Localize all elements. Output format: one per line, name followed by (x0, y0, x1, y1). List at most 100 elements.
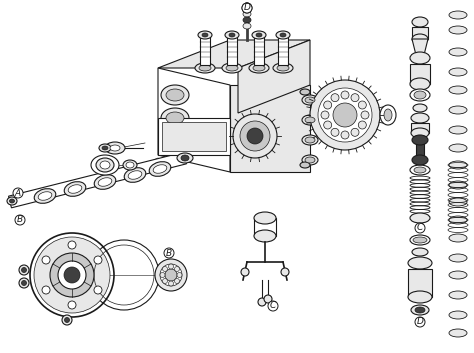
Circle shape (68, 241, 76, 249)
Ellipse shape (276, 31, 290, 39)
Ellipse shape (305, 137, 315, 143)
Ellipse shape (198, 31, 212, 39)
Ellipse shape (384, 109, 392, 121)
Ellipse shape (254, 230, 276, 242)
Ellipse shape (411, 128, 429, 138)
Circle shape (174, 279, 180, 283)
Circle shape (324, 121, 332, 129)
Ellipse shape (199, 65, 211, 71)
Circle shape (281, 268, 289, 276)
Ellipse shape (412, 135, 428, 145)
Ellipse shape (305, 157, 315, 163)
Ellipse shape (100, 161, 110, 169)
Bar (410, 64, 430, 84)
Ellipse shape (243, 17, 251, 23)
Circle shape (177, 273, 182, 277)
Circle shape (268, 301, 278, 311)
Ellipse shape (300, 89, 310, 95)
Ellipse shape (110, 145, 120, 151)
Polygon shape (412, 39, 428, 55)
Circle shape (168, 264, 173, 269)
Circle shape (341, 131, 349, 139)
Ellipse shape (166, 136, 184, 148)
Ellipse shape (166, 89, 184, 101)
Ellipse shape (410, 165, 430, 175)
Ellipse shape (264, 295, 272, 303)
Ellipse shape (225, 31, 239, 39)
Circle shape (64, 317, 70, 323)
Ellipse shape (105, 142, 125, 154)
Ellipse shape (449, 126, 467, 134)
Ellipse shape (38, 192, 52, 200)
Bar (200, 35, 210, 65)
Ellipse shape (94, 175, 116, 189)
Circle shape (34, 237, 110, 313)
Bar (412, 27, 428, 39)
Circle shape (19, 278, 29, 288)
Ellipse shape (96, 158, 114, 172)
Ellipse shape (408, 257, 432, 269)
Ellipse shape (7, 197, 17, 205)
Ellipse shape (413, 104, 427, 112)
Circle shape (321, 111, 329, 119)
Circle shape (15, 215, 25, 225)
Ellipse shape (302, 155, 318, 165)
Ellipse shape (449, 68, 467, 76)
Ellipse shape (161, 108, 189, 128)
Ellipse shape (410, 89, 430, 101)
Circle shape (341, 91, 349, 99)
Ellipse shape (410, 78, 430, 90)
Ellipse shape (300, 162, 310, 168)
Ellipse shape (252, 31, 266, 39)
Circle shape (168, 281, 173, 286)
Ellipse shape (411, 113, 429, 123)
Circle shape (21, 281, 27, 286)
Ellipse shape (449, 254, 467, 262)
Ellipse shape (68, 185, 82, 193)
Text: B: B (17, 215, 23, 225)
Circle shape (324, 101, 332, 109)
Ellipse shape (64, 182, 86, 196)
Bar (416, 140, 424, 160)
Ellipse shape (302, 95, 318, 105)
Ellipse shape (128, 171, 142, 179)
Polygon shape (158, 68, 230, 172)
Circle shape (94, 286, 102, 294)
Ellipse shape (302, 135, 318, 145)
Ellipse shape (449, 198, 467, 206)
Circle shape (331, 94, 339, 102)
Ellipse shape (243, 3, 251, 13)
Ellipse shape (412, 34, 428, 44)
Text: A: A (15, 189, 21, 197)
Ellipse shape (411, 305, 429, 315)
Ellipse shape (408, 291, 432, 303)
Polygon shape (238, 68, 310, 155)
Circle shape (160, 264, 182, 286)
Ellipse shape (449, 11, 467, 19)
Polygon shape (158, 40, 310, 68)
Circle shape (361, 111, 369, 119)
Ellipse shape (449, 181, 467, 189)
Circle shape (64, 267, 80, 283)
Ellipse shape (166, 112, 184, 124)
Ellipse shape (256, 33, 262, 37)
Ellipse shape (273, 63, 293, 73)
Circle shape (50, 253, 94, 297)
Ellipse shape (380, 105, 396, 125)
Ellipse shape (413, 237, 427, 243)
Circle shape (247, 128, 263, 144)
Circle shape (415, 223, 425, 233)
Ellipse shape (123, 160, 137, 170)
Ellipse shape (449, 271, 467, 279)
Ellipse shape (414, 167, 426, 173)
Ellipse shape (226, 65, 238, 71)
Ellipse shape (412, 248, 428, 256)
Ellipse shape (415, 307, 425, 313)
Ellipse shape (222, 63, 242, 73)
Ellipse shape (412, 155, 428, 165)
Ellipse shape (305, 97, 315, 103)
Circle shape (68, 301, 76, 309)
Circle shape (331, 128, 339, 136)
Ellipse shape (153, 165, 167, 173)
Ellipse shape (149, 162, 171, 176)
